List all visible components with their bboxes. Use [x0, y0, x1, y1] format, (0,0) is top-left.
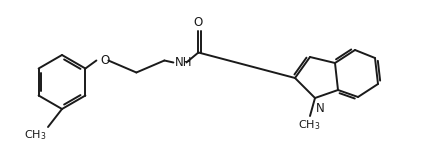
- Text: O: O: [194, 16, 203, 28]
- Text: CH$_3$: CH$_3$: [23, 128, 46, 142]
- Text: O: O: [101, 54, 110, 67]
- Text: N: N: [316, 102, 325, 115]
- Text: NH: NH: [174, 56, 192, 69]
- Text: CH$_3$: CH$_3$: [298, 118, 320, 132]
